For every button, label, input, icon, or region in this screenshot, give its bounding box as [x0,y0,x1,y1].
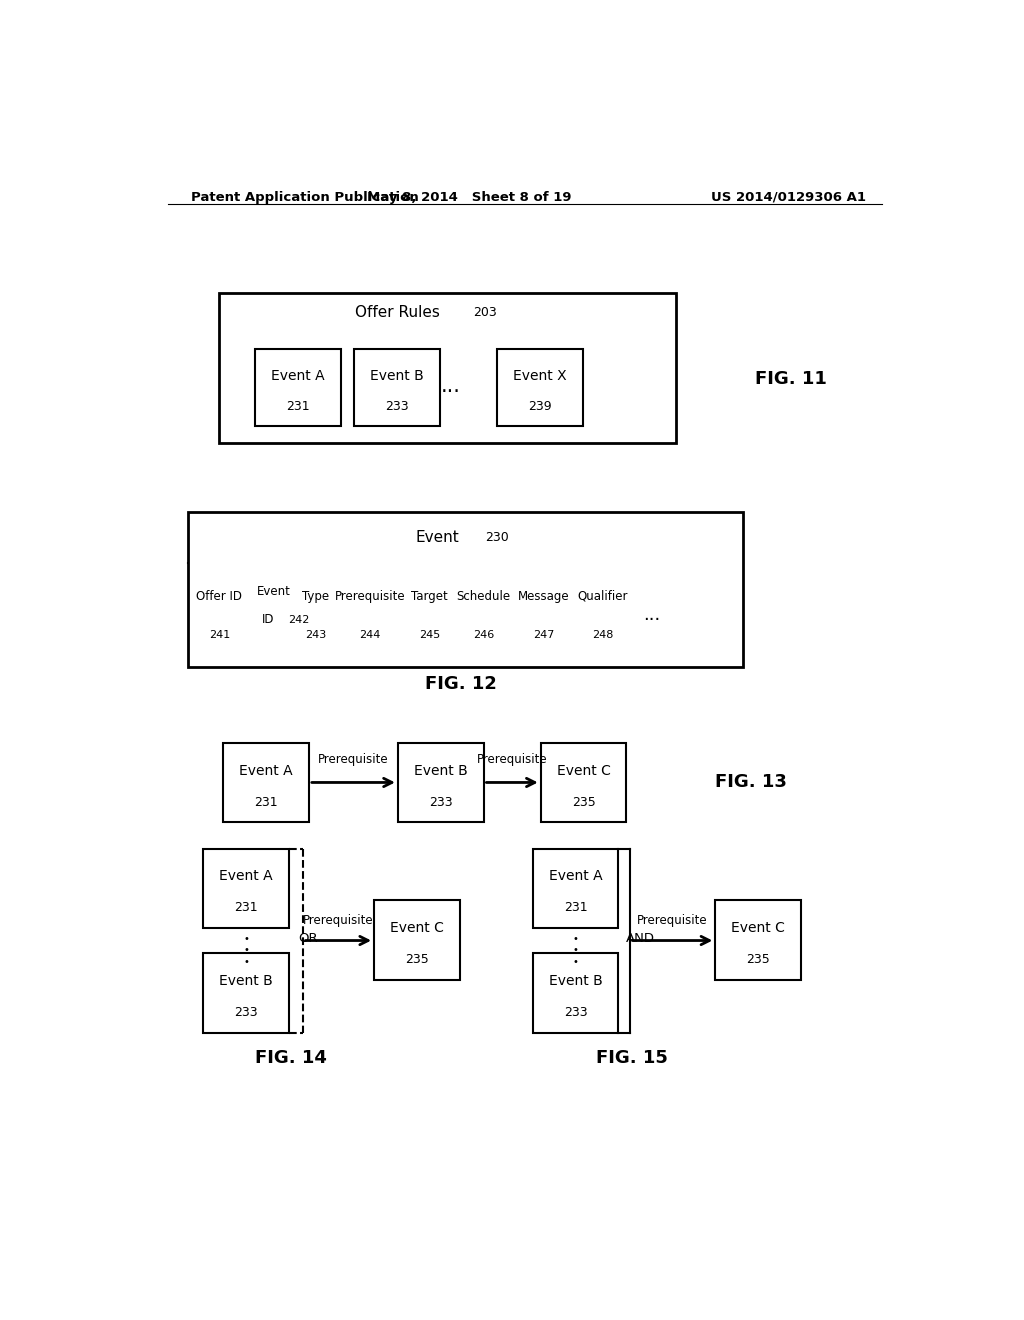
Text: 235: 235 [571,796,595,809]
Text: 247: 247 [532,631,554,640]
Text: Event A: Event A [219,870,273,883]
Bar [374,900,460,979]
Bar [255,350,341,426]
Bar [532,849,618,928]
Bar [497,350,583,426]
Text: Target: Target [412,590,447,603]
Text: Event B: Event B [219,974,273,987]
Text: Event C: Event C [557,763,610,777]
Text: Event: Event [416,531,460,545]
Text: 246: 246 [473,631,495,640]
Text: 243: 243 [305,631,327,640]
Text: May 8, 2014   Sheet 8 of 19: May 8, 2014 Sheet 8 of 19 [367,191,571,203]
Text: •
•
•: • • • [572,933,579,966]
Text: Prerequisite: Prerequisite [477,752,548,766]
Text: 239: 239 [528,400,552,413]
Text: 231: 231 [286,400,309,413]
Text: Event C: Event C [390,921,443,935]
Text: FIG. 12: FIG. 12 [425,675,498,693]
Bar [397,743,483,822]
Text: 231: 231 [254,796,278,809]
Text: OR: OR [299,932,318,945]
Text: 231: 231 [564,902,588,915]
Text: Event B: Event B [414,763,468,777]
Text: Type: Type [302,590,330,603]
Bar [219,293,676,444]
Text: Qualifier: Qualifier [578,590,628,603]
Text: Message: Message [518,590,569,603]
Text: US 2014/0129306 A1: US 2014/0129306 A1 [711,191,866,203]
Bar [223,743,309,822]
Text: ...: ... [643,606,660,624]
Text: FIG. 13: FIG. 13 [715,774,787,792]
Text: 235: 235 [746,953,770,966]
Text: 233: 233 [385,400,409,413]
Text: 233: 233 [429,796,453,809]
Text: 241: 241 [209,631,230,640]
Bar [187,512,743,667]
Bar [715,900,801,979]
Text: Prerequisite: Prerequisite [637,913,708,927]
Text: 245: 245 [419,631,440,640]
Text: 233: 233 [234,1006,258,1019]
Text: 242: 242 [289,615,309,624]
Text: 233: 233 [564,1006,588,1019]
Text: Prerequisite: Prerequisite [335,590,406,603]
Text: Event: Event [257,586,291,598]
Text: 235: 235 [406,953,429,966]
Bar [204,953,289,1032]
Bar [532,953,618,1032]
Text: Schedule: Schedule [457,590,511,603]
Text: Prerequisite: Prerequisite [303,913,374,927]
Text: FIG. 11: FIG. 11 [755,370,826,388]
Text: Event B: Event B [549,974,602,987]
Text: •
•
•: • • • [244,933,249,966]
Bar [541,743,627,822]
Text: ID: ID [261,614,274,627]
Text: Event C: Event C [731,921,785,935]
Bar [204,849,289,928]
Text: FIG. 15: FIG. 15 [596,1049,668,1067]
Text: FIG. 14: FIG. 14 [255,1049,327,1067]
Text: 231: 231 [234,902,258,915]
Text: Event B: Event B [370,370,424,383]
Text: Prerequisite: Prerequisite [318,752,389,766]
Text: Event A: Event A [240,763,293,777]
Text: AND: AND [627,932,655,945]
Text: Event A: Event A [549,870,602,883]
Bar [354,350,440,426]
Text: Event A: Event A [271,370,325,383]
Text: Offer ID: Offer ID [197,590,243,603]
Text: ...: ... [441,376,461,396]
Text: Event X: Event X [513,370,566,383]
Text: Patent Application Publication: Patent Application Publication [191,191,419,203]
Text: 203: 203 [473,306,497,319]
Text: 244: 244 [359,631,381,640]
Text: 230: 230 [485,531,509,544]
Text: 248: 248 [592,631,613,640]
Text: Offer Rules: Offer Rules [355,305,440,321]
